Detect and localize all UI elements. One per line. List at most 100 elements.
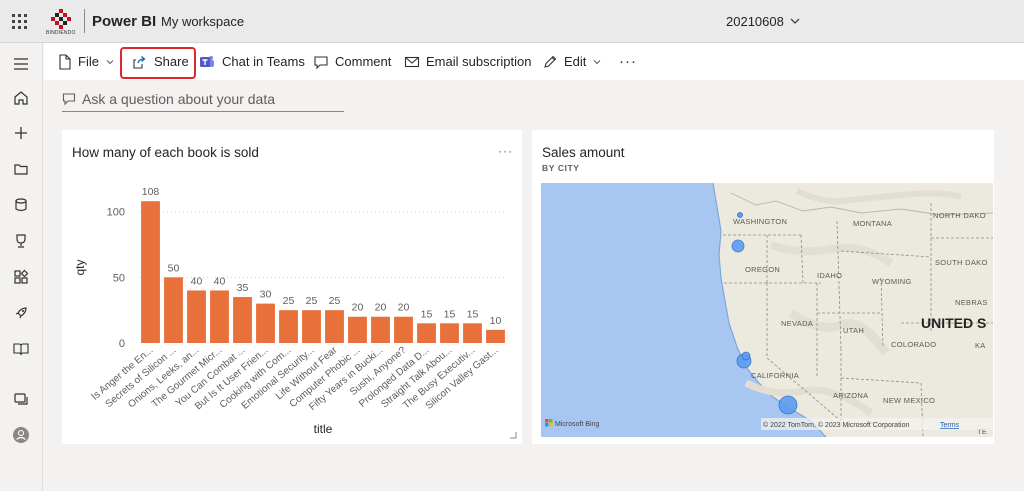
report-name[interactable]: 20210608 <box>726 14 784 29</box>
email-label: Email subscription <box>426 54 532 69</box>
map-label-wyoming: WYOMING <box>872 277 912 286</box>
data-hub-icon[interactable] <box>12 196 30 214</box>
bar-data-label: 15 <box>444 308 456 320</box>
bar[interactable] <box>463 323 482 343</box>
more-options-button[interactable]: ··· <box>619 53 637 70</box>
company-logo-icon <box>51 9 71 29</box>
chevron-down-icon[interactable] <box>789 15 801 27</box>
bar[interactable] <box>348 316 367 343</box>
bar[interactable] <box>417 323 436 343</box>
bar-data-label: 15 <box>421 308 433 320</box>
map-terms-link[interactable]: Terms <box>940 422 960 429</box>
bar[interactable] <box>279 310 298 343</box>
bar[interactable] <box>210 290 229 343</box>
map-label-texas: TE <box>977 427 987 436</box>
left-navigation <box>0 43 43 491</box>
edit-label: Edit <box>564 54 587 69</box>
browse-folder-icon[interactable] <box>12 160 30 178</box>
chevron-down-icon <box>594 59 601 64</box>
comment-label: Comment <box>335 54 392 69</box>
bar[interactable] <box>233 297 252 343</box>
user-avatar-icon[interactable] <box>12 426 30 444</box>
bar[interactable] <box>486 329 505 343</box>
file-icon <box>59 53 71 70</box>
bar-chart-tile[interactable]: How many of each book is sold ··· 0 50 100… <box>62 130 522 444</box>
bar[interactable] <box>141 201 160 343</box>
y-tick-label: 50 <box>113 272 125 284</box>
file-menu-button[interactable]: File <box>58 43 115 80</box>
learn-book-icon[interactable] <box>12 340 30 358</box>
y-axis-label: qty <box>73 259 87 275</box>
y-tick-label: 0 <box>119 338 125 350</box>
hamburger-menu-icon[interactable] <box>12 55 30 73</box>
bar[interactable] <box>371 316 390 343</box>
create-plus-icon[interactable] <box>12 124 30 142</box>
map-label-washington: WASHINGTON <box>733 217 787 226</box>
workspaces-icon[interactable] <box>12 390 30 408</box>
bar-data-label: 15 <box>467 308 479 320</box>
share-button[interactable]: Share <box>132 43 189 80</box>
map-label-utah: UTAH <box>843 326 864 335</box>
bar[interactable] <box>187 290 206 343</box>
x-axis-label: title <box>314 422 333 436</box>
map-label-united-states: UNITED S <box>921 315 986 331</box>
deployment-rocket-icon[interactable] <box>12 304 30 322</box>
map-label-south-dakota: SOUTH DAKO <box>935 258 988 267</box>
top-bar: BINDIENDO Power BI My workspace 20210608 <box>0 0 1024 43</box>
chevron-down-icon <box>106 59 114 64</box>
map-label-new-mexico: NEW MEXICO <box>883 396 935 405</box>
qa-placeholder: Ask a question about your data <box>82 90 276 107</box>
share-highlight-box <box>120 47 196 79</box>
bar-data-label: 25 <box>329 295 341 307</box>
action-toolbar: File Share Chat in Teams Comment Emai <box>44 43 1024 80</box>
bar[interactable] <box>325 310 344 343</box>
sales-map[interactable]: WASHINGTON OREGON IDAHO MONTANA WYOMING … <box>541 183 993 437</box>
bar-data-label: 25 <box>283 295 295 307</box>
bar-data-label: 35 <box>237 282 249 294</box>
tile-more-options[interactable]: ··· <box>498 144 513 158</box>
bar[interactable] <box>164 277 183 343</box>
bar-data-label: 40 <box>191 275 203 287</box>
company-logo-text: BINDIENDO <box>46 30 76 36</box>
pencil-icon <box>544 55 557 68</box>
bar-data-label: 30 <box>260 289 272 301</box>
map-label-montana: MONTANA <box>853 219 892 228</box>
share-icon <box>133 55 146 69</box>
topbar-divider <box>84 9 85 33</box>
map-label-arizona: ARIZONA <box>833 391 868 400</box>
email-subscription-button[interactable]: Email subscription <box>404 43 532 80</box>
apps-icon[interactable] <box>12 268 30 286</box>
chat-in-teams-button[interactable]: Chat in Teams <box>199 43 305 80</box>
qa-search-input[interactable]: Ask a question about your data <box>62 86 344 112</box>
teams-icon <box>200 55 214 67</box>
bar-data-label: 108 <box>142 186 160 198</box>
bar[interactable] <box>302 310 321 343</box>
file-label: File <box>78 54 99 69</box>
bar-data-label: 20 <box>352 302 364 314</box>
home-icon[interactable] <box>12 89 30 107</box>
edit-button[interactable]: Edit <box>542 43 602 80</box>
map-attribution: © 2022 TomTom, © 2023 Microsoft Corporat… <box>763 421 909 429</box>
chat-label: Chat in Teams <box>222 54 305 69</box>
bing-logo: Microsoft Bing <box>545 419 599 428</box>
bar[interactable] <box>256 303 275 343</box>
map-subtitle: BY CITY <box>542 163 580 173</box>
goals-trophy-icon[interactable] <box>12 232 30 250</box>
brand-title[interactable]: Power BI <box>92 13 157 30</box>
mail-icon <box>404 56 420 67</box>
resize-handle-icon[interactable] <box>509 431 517 439</box>
map-tile[interactable]: Sales amount BY CITY <box>532 130 994 444</box>
map-label-nebraska: NEBRAS <box>955 298 988 307</box>
app-launcher-icon[interactable] <box>11 13 27 29</box>
comment-button[interactable]: Comment <box>313 43 391 80</box>
map-label-california: CALIFORNIA <box>751 371 799 380</box>
map-label-idaho: IDAHO <box>817 271 842 280</box>
bar[interactable] <box>394 316 413 343</box>
bar-data-label: 50 <box>168 262 180 274</box>
comment-icon <box>314 55 328 69</box>
share-label: Share <box>154 54 189 69</box>
bar[interactable] <box>440 323 459 343</box>
workspace-breadcrumb[interactable]: My workspace <box>161 14 245 29</box>
map-label-colorado: COLORADO <box>891 340 936 349</box>
